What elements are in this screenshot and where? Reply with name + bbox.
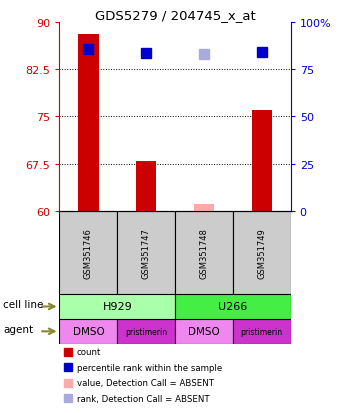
Text: GSM351748: GSM351748 bbox=[200, 228, 208, 278]
Bar bbox=[252, 111, 272, 211]
Bar bbox=[136, 161, 156, 211]
Bar bbox=[175, 319, 233, 344]
Text: cell line: cell line bbox=[3, 300, 44, 310]
Text: GSM351746: GSM351746 bbox=[84, 228, 93, 278]
Text: value, Detection Call = ABSENT: value, Detection Call = ABSENT bbox=[77, 378, 214, 387]
Text: percentile rank within the sample: percentile rank within the sample bbox=[77, 363, 222, 372]
Bar bbox=[78, 35, 99, 211]
Bar bbox=[117, 319, 175, 344]
Text: GSM351749: GSM351749 bbox=[257, 228, 266, 278]
Bar bbox=[175, 211, 233, 294]
Title: GDS5279 / 204745_x_at: GDS5279 / 204745_x_at bbox=[95, 9, 255, 21]
Bar bbox=[194, 204, 214, 211]
Text: H929: H929 bbox=[102, 302, 132, 312]
Bar bbox=[59, 211, 117, 294]
Text: GSM351747: GSM351747 bbox=[142, 228, 151, 278]
Bar bbox=[59, 294, 175, 319]
Text: agent: agent bbox=[3, 325, 34, 335]
Text: pristimerin: pristimerin bbox=[125, 327, 167, 336]
Text: rank, Detection Call = ABSENT: rank, Detection Call = ABSENT bbox=[77, 394, 209, 403]
Bar bbox=[117, 211, 175, 294]
Bar bbox=[233, 319, 291, 344]
Text: DMSO: DMSO bbox=[72, 327, 104, 337]
Bar bbox=[59, 319, 117, 344]
Bar bbox=[233, 211, 291, 294]
Text: count: count bbox=[77, 348, 101, 356]
Text: U266: U266 bbox=[218, 302, 248, 312]
Text: pristimerin: pristimerin bbox=[241, 327, 283, 336]
Text: DMSO: DMSO bbox=[188, 327, 220, 337]
Bar bbox=[175, 294, 291, 319]
